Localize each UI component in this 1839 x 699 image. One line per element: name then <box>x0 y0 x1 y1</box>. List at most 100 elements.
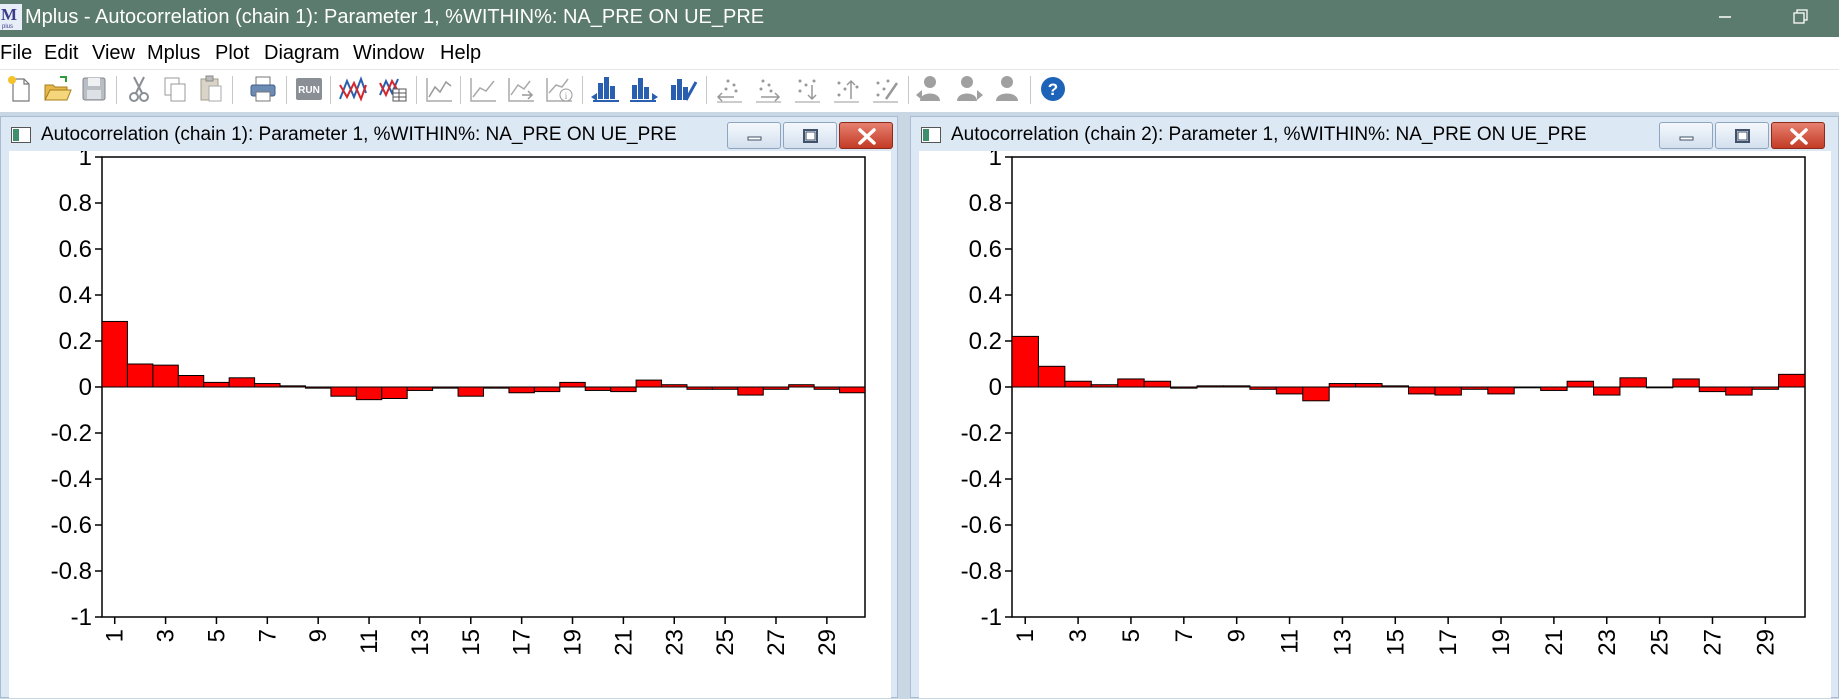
menu-mplus[interactable]: Mplus <box>147 42 201 64</box>
autocorrelation-bar <box>1328 383 1357 388</box>
x-tick-label: 29 <box>1752 629 1779 656</box>
autocorrelation-bar <box>1302 386 1330 402</box>
child-window-title: Autocorrelation (chain 2): Parameter 1, … <box>951 124 1587 145</box>
bar-chart-right-button[interactable] <box>629 73 659 105</box>
plot-info-icon: i <box>546 78 573 102</box>
y-tick-label: 0.8 <box>969 190 1002 217</box>
copy-button[interactable] <box>160 73 190 105</box>
autocorrelation-bar <box>1434 386 1462 396</box>
autocorrelation-bar <box>1011 335 1039 388</box>
y-tick-label: -1 <box>981 604 1002 631</box>
autocorrelation-bar <box>1249 386 1277 390</box>
menu-window[interactable]: Window <box>353 42 425 64</box>
plot-disabled-button[interactable] <box>468 73 498 105</box>
bar-chart-left-icon <box>591 77 619 102</box>
autocorrelation-bar <box>279 385 306 388</box>
autocorrelation-bar-chart: 10.80.60.40.20-0.2-0.4-0.6-0.8-11 3 5 7 9 11 1… <box>51 151 866 656</box>
autocorrelation-bar <box>1170 386 1198 389</box>
open-file-button[interactable] <box>42 73 72 105</box>
plot-info-button[interactable]: i <box>544 73 574 105</box>
x-tick-label: 19 <box>560 629 587 656</box>
y-tick-label: -0.6 <box>51 512 92 539</box>
child-maximize-button[interactable] <box>1715 122 1769 149</box>
copy-icon <box>164 77 186 102</box>
autocorrelation-bar <box>737 386 764 396</box>
autocorrelation-bar <box>1275 386 1304 395</box>
toolbar-separator <box>706 76 707 104</box>
x-tick-label: 21 <box>1541 629 1568 656</box>
scatter-up-icon <box>834 79 859 103</box>
child-title-bar[interactable]: Autocorrelation (chain 2): Parameter 1, … <box>911 117 1838 151</box>
maximize-icon <box>1735 129 1750 143</box>
bar-chart-edit-button[interactable] <box>668 73 698 105</box>
x-tick-label: 23 <box>661 629 688 656</box>
autocorrelation-bar <box>381 386 408 399</box>
user-right-button[interactable] <box>954 73 984 105</box>
autocorrelation-bar <box>1725 386 1753 396</box>
save-icon <box>82 77 106 101</box>
mdi-client-area: Autocorrelation (chain 1): Parameter 1, … <box>0 112 1839 699</box>
autocorrelation-bar <box>533 386 561 393</box>
x-tick-label: 27 <box>763 629 790 656</box>
trace-plot-button[interactable] <box>424 73 454 105</box>
menu-diagram[interactable]: Diagram <box>264 42 340 64</box>
user-left-button[interactable] <box>914 73 944 105</box>
child-title-bar[interactable]: Autocorrelation (chain 1): Parameter 1, … <box>1 117 897 151</box>
user-left-icon <box>916 76 940 101</box>
menu-plot[interactable]: Plot <box>215 42 250 64</box>
print-button[interactable] <box>248 73 278 105</box>
child-close-button[interactable] <box>1771 122 1825 149</box>
autocorrelation-bar <box>661 384 688 388</box>
child-close-button[interactable] <box>839 122 893 149</box>
restore-button[interactable] <box>1780 4 1820 30</box>
y-tick-label: -0.4 <box>961 466 1002 493</box>
new-file-icon <box>8 76 30 102</box>
scatter-edit-button[interactable] <box>870 73 900 105</box>
scatter-down-button[interactable] <box>792 73 822 105</box>
chart-window-chain-2[interactable]: Autocorrelation (chain 2): Parameter 1, … <box>910 116 1839 698</box>
scatter-up-button[interactable] <box>831 73 861 105</box>
child-minimize-button[interactable] <box>727 122 781 149</box>
x-tick-label: 1 <box>1012 629 1039 642</box>
user-button[interactable] <box>992 73 1022 105</box>
chart-window-chain-1[interactable]: Autocorrelation (chain 1): Parameter 1, … <box>0 116 898 698</box>
save-button[interactable] <box>79 73 109 105</box>
menu-edit[interactable]: Edit <box>44 42 79 64</box>
plot-arrow-button[interactable] <box>506 73 536 105</box>
toolbar-separator <box>330 76 331 104</box>
bar-chart-left-button[interactable] <box>590 73 620 105</box>
menu-bar: File Edit View Mplus Plot Diagram Window… <box>0 37 1839 69</box>
scatter-right-button[interactable] <box>753 73 783 105</box>
autocorrelation-bar <box>304 386 332 389</box>
toolbar-separator <box>286 76 287 104</box>
x-tick-label: 9 <box>305 629 332 642</box>
new-file-button[interactable] <box>5 73 35 105</box>
child-maximize-button[interactable] <box>783 122 837 149</box>
autocorrelation-bar <box>610 386 637 393</box>
line-plot-button[interactable] <box>338 73 368 105</box>
help-button[interactable]: ? <box>1038 73 1068 105</box>
autocorrelation-bar <box>1540 386 1568 391</box>
minimize-button[interactable] <box>1705 4 1745 30</box>
x-tick-label: 5 <box>203 629 230 642</box>
plot-table-button[interactable] <box>378 73 408 105</box>
menu-help[interactable]: Help <box>440 42 482 64</box>
menu-file[interactable]: File <box>0 42 33 64</box>
autocorrelation-bar <box>686 386 713 390</box>
autocorrelation-bar <box>406 386 434 391</box>
paste-button[interactable] <box>196 73 226 105</box>
child-minimize-button[interactable] <box>1659 122 1713 149</box>
autocorrelation-bar <box>330 386 357 397</box>
run-button[interactable]: RUN <box>294 73 324 105</box>
menu-view[interactable]: View <box>92 42 135 64</box>
toolbar-separator <box>1030 76 1031 104</box>
x-tick-label: 1 <box>102 629 129 642</box>
cut-button[interactable] <box>124 73 154 105</box>
autocorrelation-bar <box>126 363 154 388</box>
user-right-icon <box>957 76 983 101</box>
scatter-left-button[interactable] <box>714 73 744 105</box>
trace-plot-icon <box>426 78 452 102</box>
bar-chart-right-icon <box>630 78 658 102</box>
toolbar: RUN <box>0 69 1839 113</box>
open-file-icon <box>44 76 72 101</box>
